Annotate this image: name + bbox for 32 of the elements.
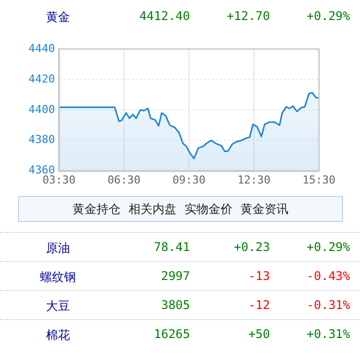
text: 原油	[45, 240, 71, 257]
text: 黄金持仓	[72, 202, 120, 216]
text: 棉花	[45, 327, 71, 344]
text: +50	[248, 327, 270, 341]
text: 大豆	[45, 298, 71, 315]
x-tick-label: 06:30	[107, 173, 141, 186]
text: 黄金	[45, 9, 71, 26]
x-tick-label: 15:30	[302, 173, 336, 186]
text: +0.23	[234, 240, 270, 254]
text: +12.70	[226, 9, 270, 23]
text: 相关内盘	[128, 202, 176, 216]
x-tick-label: 12:30	[237, 173, 271, 186]
text: -0.43%	[306, 269, 350, 283]
text: 实物金价	[184, 202, 232, 216]
text: 2997	[161, 269, 190, 283]
text: 78.41	[154, 240, 190, 254]
text: 黄金资讯	[240, 202, 288, 216]
y-tick-label: 4440	[28, 42, 55, 55]
text: 4412.40	[139, 9, 190, 23]
text: +0.29%	[306, 9, 350, 23]
text: 螺纹钢	[39, 269, 77, 286]
x-tick-label: 09:30	[172, 173, 206, 186]
text: -0.31%	[306, 298, 350, 312]
y-tick-label: 4380	[28, 133, 55, 146]
text: +0.29%	[306, 240, 350, 254]
y-tick-label: 4420	[28, 72, 55, 86]
text: 3805	[161, 298, 190, 312]
text: -13	[248, 269, 270, 283]
text: -12	[248, 298, 270, 312]
text: 16265	[154, 327, 190, 341]
y-tick-label: 4400	[28, 102, 55, 116]
text: +0.31%	[306, 327, 350, 341]
